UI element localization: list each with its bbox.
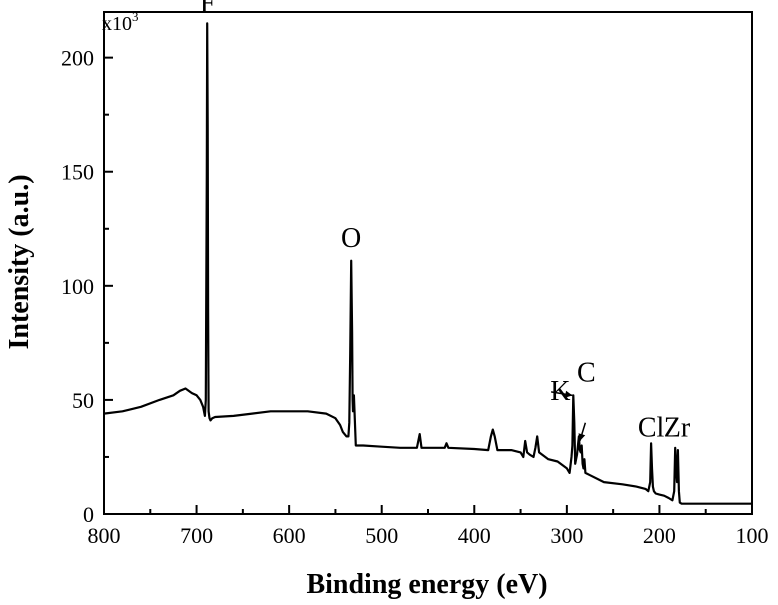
peak-label: Zr (664, 412, 691, 443)
y-tick-label: 100 (61, 274, 94, 299)
annotation-arrow-head (564, 390, 573, 398)
y-axis-title: Intensity (a.u.) (4, 174, 35, 349)
peak-label: Cl (638, 412, 665, 443)
x-tick-label: 400 (458, 523, 491, 548)
peak-labels: F O KC Cl Zr (200, 0, 691, 443)
y-multiplier-label: x103 (102, 9, 139, 35)
axis-ticks (103, 56, 753, 515)
x-tick-label: 200 (643, 523, 676, 548)
peak-label: F (200, 0, 216, 19)
x-tick-label: 800 (88, 523, 121, 548)
annotation-arrows (551, 390, 587, 442)
y-multiplier-base: x10 (102, 13, 132, 35)
y-tick-label: 150 (61, 160, 94, 185)
annotation-arrow-head (578, 433, 586, 441)
x-axis-title: Binding energy (eV) (306, 569, 547, 600)
y-tick-labels: 0 50 100 150 200 (61, 46, 94, 527)
peak-label: C (577, 358, 596, 389)
series-line (103, 22, 752, 505)
y-tick-label: 200 (61, 46, 94, 71)
x-tick-label: 100 (736, 523, 769, 548)
y-multiplier-exponent: 3 (132, 9, 139, 24)
y-tick-label: 50 (72, 388, 94, 413)
peak-label: K (550, 376, 570, 407)
x-tick-label: 700 (180, 523, 213, 548)
x-tick-label: 300 (550, 523, 583, 548)
peak-label: O (341, 223, 361, 254)
x-tick-label: 600 (273, 523, 306, 548)
x-tick-label: 500 (365, 523, 398, 548)
y-tick-label: 0 (83, 502, 94, 527)
series-curves (103, 22, 752, 505)
x-tick-labels: 800 700 600 500 400 300 200 100 (88, 523, 769, 548)
